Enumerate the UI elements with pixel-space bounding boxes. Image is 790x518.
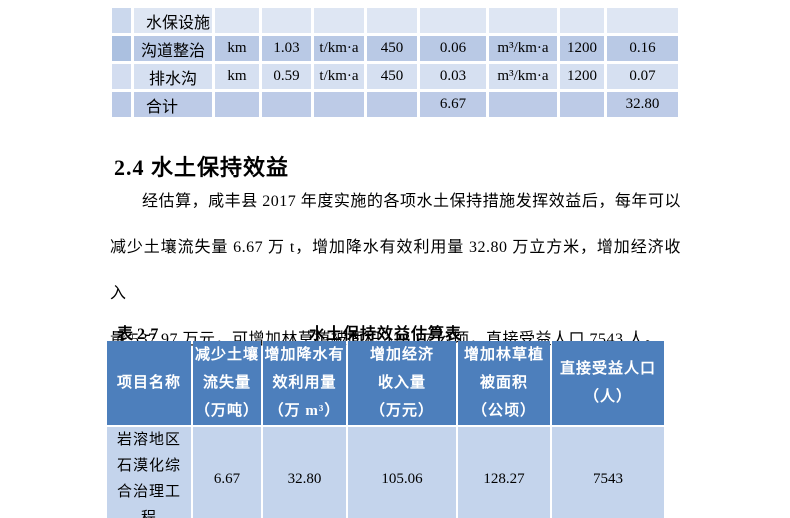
table-cell: 0.07 — [607, 64, 678, 89]
column-header: 增加经济 收入量 （万元） — [348, 341, 456, 425]
table-cell: 排水沟 — [134, 64, 212, 89]
table-cell: 0.16 — [607, 36, 678, 61]
table-cell — [262, 92, 311, 117]
column-header: 增加降水有 效利用量 （万 m³） — [263, 341, 346, 425]
table-cell — [560, 92, 604, 117]
benefit-table-header-row: 项目名称 减少土壤 流失量 （万吨） 增加降水有 效利用量 （万 m³） 增加经… — [107, 341, 664, 425]
table-cell: 1.03 — [262, 36, 311, 61]
table-cell: 32.80 — [607, 92, 678, 117]
table-cell: 0.06 — [420, 36, 486, 61]
table-cell: 6.67 — [193, 427, 261, 518]
table-cell: 合计 — [134, 92, 212, 117]
table-cell: 7543 — [552, 427, 664, 518]
project-name-cell: 岩溶地区石漠化综合治理工程 — [107, 427, 191, 518]
table-cell — [489, 8, 557, 33]
table-cell: 105.06 — [348, 427, 456, 518]
section-heading: 2.4 水土保持效益 — [114, 155, 290, 180]
table-cell — [112, 8, 131, 33]
table-cell — [112, 36, 131, 61]
table-row: 排水沟 km 0.59 t/km·a 450 0.03 m³/km·a 1200… — [112, 64, 678, 89]
column-header: 增加林草植 被面积 （公顷） — [458, 341, 550, 425]
table-cell — [215, 8, 259, 33]
table-caption-title: 水土保持效益估算表 — [308, 326, 462, 343]
table-cell: 128.27 — [458, 427, 550, 518]
table-row-total: 合计 6.67 32.80 — [112, 92, 678, 117]
column-header: 直接受益人口 （人） — [552, 341, 664, 425]
paragraph-line: 经估算，咸丰县 2017 年度实施的各项水土保持措施发挥效益后，每年可以 — [142, 193, 681, 210]
table-cell — [112, 64, 131, 89]
table-cell: 32.80 — [263, 427, 346, 518]
table-cell: 450 — [367, 64, 417, 89]
measures-table: 水保设施 沟道整治 km 1.03 t/km·a 450 0.06 m³/km·… — [109, 5, 681, 120]
table-cell: 0.03 — [420, 64, 486, 89]
table-cell: t/km·a — [314, 36, 364, 61]
table-cell — [314, 92, 364, 117]
benefit-table-data-row: 岩溶地区石漠化综合治理工程 6.67 32.80 105.06 128.27 7… — [107, 427, 664, 518]
table-cell — [112, 92, 131, 117]
table-cell: km — [215, 36, 259, 61]
table-cell: 沟道整治 — [134, 36, 212, 61]
table-cell — [314, 8, 364, 33]
table-cell — [489, 92, 557, 117]
table-cell — [560, 8, 604, 33]
table-row: 沟道整治 km 1.03 t/km·a 450 0.06 m³/km·a 120… — [112, 36, 678, 61]
table-cell: 1200 — [560, 64, 604, 89]
table-cell — [262, 8, 311, 33]
table-cell: 450 — [367, 36, 417, 61]
paragraph-line: 减少土壤流失量 6.67 万 t，增加降水有效利用量 32.80 万立方米，增加… — [110, 239, 681, 302]
table-cell: 6.67 — [420, 92, 486, 117]
column-header: 项目名称 — [107, 341, 191, 425]
table-cell: 0.59 — [262, 64, 311, 89]
table-cell: m³/km·a — [489, 36, 557, 61]
table-cell — [607, 8, 678, 33]
benefit-table: 项目名称 减少土壤 流失量 （万吨） 增加降水有 效利用量 （万 m³） 增加经… — [105, 339, 666, 518]
table-row: 水保设施 — [112, 8, 678, 33]
column-header: 减少土壤 流失量 （万吨） — [193, 341, 261, 425]
table-cell — [215, 92, 259, 117]
table-cell: 水保设施 — [134, 8, 212, 33]
table-cell — [367, 92, 417, 117]
table-cell — [367, 8, 417, 33]
table-cell: m³/km·a — [489, 64, 557, 89]
table-cell: km — [215, 64, 259, 89]
table-cell — [420, 8, 486, 33]
table-cell: 1200 — [560, 36, 604, 61]
table-cell: t/km·a — [314, 64, 364, 89]
table-caption-number: 表 2-7 — [117, 326, 159, 343]
